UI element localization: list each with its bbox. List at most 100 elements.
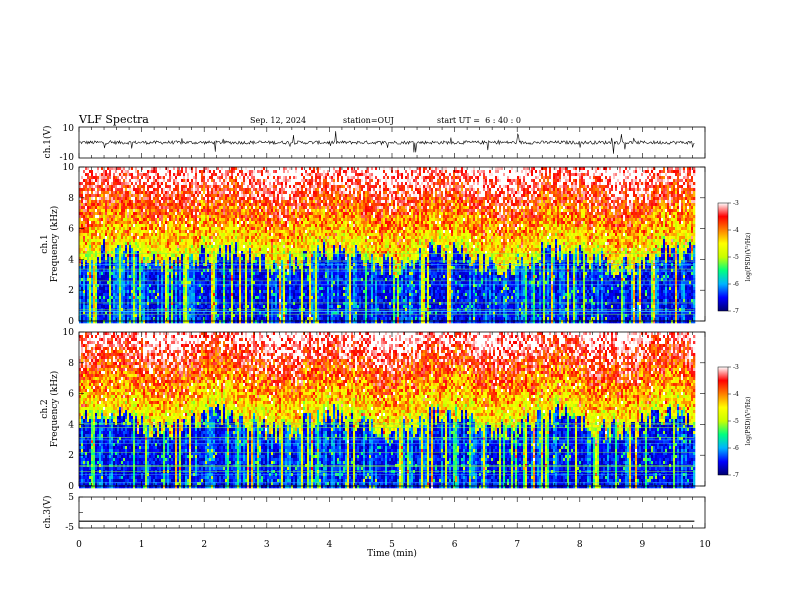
spectrogram-cell <box>117 167 119 170</box>
spectrogram-cell <box>131 320 133 323</box>
spectrogram-column <box>81 167 83 323</box>
spectrogram-cell <box>123 203 125 206</box>
spectrogram-cell <box>229 203 231 206</box>
spectrogram-cell <box>197 260 199 263</box>
spectrogram-cell <box>195 251 197 254</box>
spectrogram-cell <box>103 209 105 212</box>
spectrogram-cell <box>127 245 129 248</box>
spectrogram-cell <box>247 167 249 170</box>
spectrogram-cell <box>163 260 165 263</box>
spectrogram-cell <box>205 305 207 308</box>
spectrogram-cell <box>111 203 113 206</box>
spectrogram-cell <box>217 257 219 260</box>
spectrogram-cell <box>91 239 93 242</box>
spectrogram-cell <box>131 221 133 224</box>
spectrogram-cell <box>199 242 201 245</box>
spectrogram-cell <box>243 230 245 233</box>
spectrogram-cell <box>127 197 129 200</box>
spectrogram-cell <box>199 302 201 305</box>
spectrogram-cell <box>163 185 165 188</box>
spectrogram-cell <box>223 305 225 308</box>
spectrogram-cell <box>227 215 229 218</box>
spectrogram-cell <box>83 206 85 209</box>
spectrogram-cell <box>109 185 111 188</box>
spectrogram-cell <box>161 176 163 179</box>
spectrogram-cell <box>229 299 231 302</box>
spectrogram-cell <box>213 203 215 206</box>
spectrogram-cell <box>219 218 221 221</box>
spectrogram-cell <box>163 188 165 191</box>
spectrogram-cell <box>193 227 195 230</box>
spectrogram-cell <box>139 173 141 176</box>
spectrogram-cell <box>225 287 227 290</box>
spectrogram-cell <box>223 302 225 305</box>
spectrogram-cell <box>165 317 167 320</box>
spectrogram-cell <box>91 230 93 233</box>
spectrogram-cell <box>197 275 199 278</box>
spectrogram-cell <box>163 290 165 293</box>
spectrogram-cell <box>199 248 201 251</box>
spectrogram-cell <box>121 317 123 320</box>
spectrogram-cell <box>201 242 203 245</box>
spectrogram-cell <box>175 305 177 308</box>
spectrogram-cell <box>155 176 157 179</box>
spectrogram-cell <box>171 305 173 308</box>
spectrogram-cell <box>185 170 187 173</box>
spectrogram-cell <box>221 212 223 215</box>
spectrogram-cell <box>213 287 215 290</box>
spectrogram-cell <box>93 218 95 221</box>
spectrogram-cell <box>117 296 119 299</box>
spectrogram-cell <box>129 182 131 185</box>
spectrogram-cell <box>211 170 213 173</box>
spectrogram-cell <box>145 251 147 254</box>
spectrogram-cell <box>119 170 121 173</box>
spectrogram-cell <box>105 206 107 209</box>
spectrogram-cell <box>137 287 139 290</box>
spectrogram-cell <box>193 290 195 293</box>
spectrogram-cell <box>231 215 233 218</box>
spectrogram-cell <box>143 230 145 233</box>
spectrogram-cell <box>149 317 151 320</box>
spectrogram-cell <box>181 212 183 215</box>
spectrogram-cell <box>193 296 195 299</box>
spectrogram-cell <box>107 281 109 284</box>
spectrogram-cell <box>111 254 113 257</box>
spectrogram-cell <box>81 260 83 263</box>
spectrogram-cell <box>213 197 215 200</box>
spectrogram-cell <box>161 212 163 215</box>
spectrogram-cell <box>89 260 91 263</box>
spectrogram-cell <box>197 167 199 170</box>
spectrogram-cell <box>229 224 231 227</box>
spectrogram-cell <box>153 224 155 227</box>
spectrogram-cell <box>219 176 221 179</box>
spectrogram-cell <box>149 209 151 212</box>
spectrogram-cell <box>87 224 89 227</box>
spectrogram-cell <box>149 296 151 299</box>
spectrogram-cell <box>215 287 217 290</box>
spectrogram-cell <box>81 239 83 242</box>
spectrogram-cell <box>191 200 193 203</box>
spectrogram-cell <box>119 296 121 299</box>
spectrogram-cell <box>175 206 177 209</box>
spectrogram-cell <box>149 182 151 185</box>
spectrogram-cell <box>177 254 179 257</box>
spectrogram-column <box>205 167 207 323</box>
spectrogram-cell <box>163 233 165 236</box>
spectrogram-cell <box>187 236 189 239</box>
spectrogram-cell <box>169 275 171 278</box>
spectrogram-cell <box>91 227 93 230</box>
spectrogram-cell <box>239 221 241 224</box>
spectrogram-cell <box>149 179 151 182</box>
spectrogram-cell <box>89 317 91 320</box>
spectrogram-cell <box>107 320 109 323</box>
spectrogram-cell <box>135 251 137 254</box>
spectrogram-cell <box>131 176 133 179</box>
spectrogram-column <box>167 167 169 323</box>
spectrogram-cell <box>127 221 129 224</box>
spectrogram-column <box>127 167 129 323</box>
spectrogram-cell <box>191 320 193 323</box>
spectrogram-cell <box>183 290 185 293</box>
spectrogram-cell <box>227 179 229 182</box>
spectrogram-cell <box>121 167 123 170</box>
spectrogram-cell <box>241 260 243 263</box>
